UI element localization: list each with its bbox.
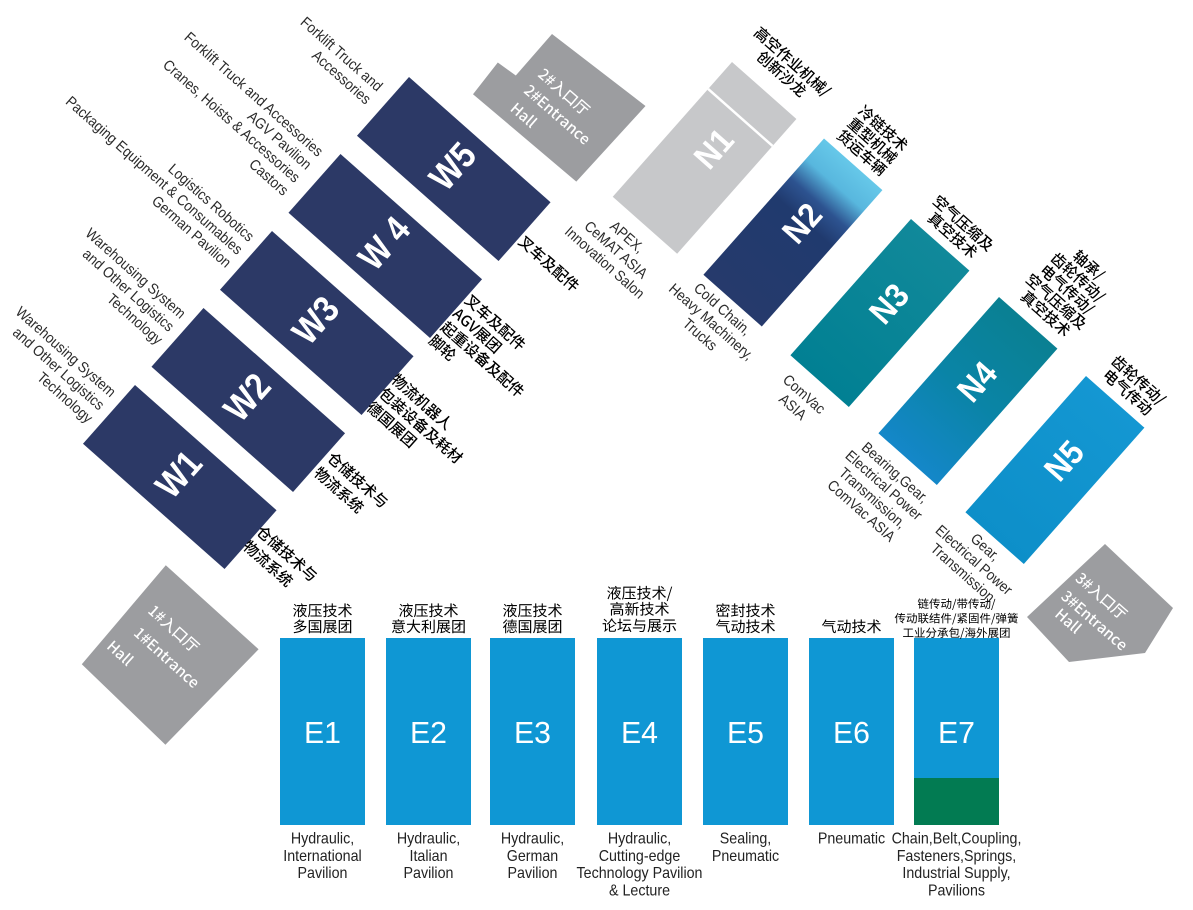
- svg-text:E4: E4: [621, 715, 658, 750]
- svg-text:Chain,Belt,Coupling,Fasteners,: Chain,Belt,Coupling, Fasteners,Springs, In…: [892, 831, 1022, 900]
- svg-text:E5: E5: [727, 715, 764, 750]
- svg-text:Pneumatic: Pneumatic: [818, 831, 886, 848]
- svg-text:E6: E6: [833, 715, 870, 750]
- svg-text:Sealing,Pneumatic: Sealing, Pneumatic: [712, 831, 780, 865]
- svg-text:E3: E3: [514, 715, 551, 750]
- svg-text:E2: E2: [410, 715, 447, 750]
- svg-text:E1: E1: [304, 715, 341, 750]
- svg-text:E7: E7: [938, 715, 975, 750]
